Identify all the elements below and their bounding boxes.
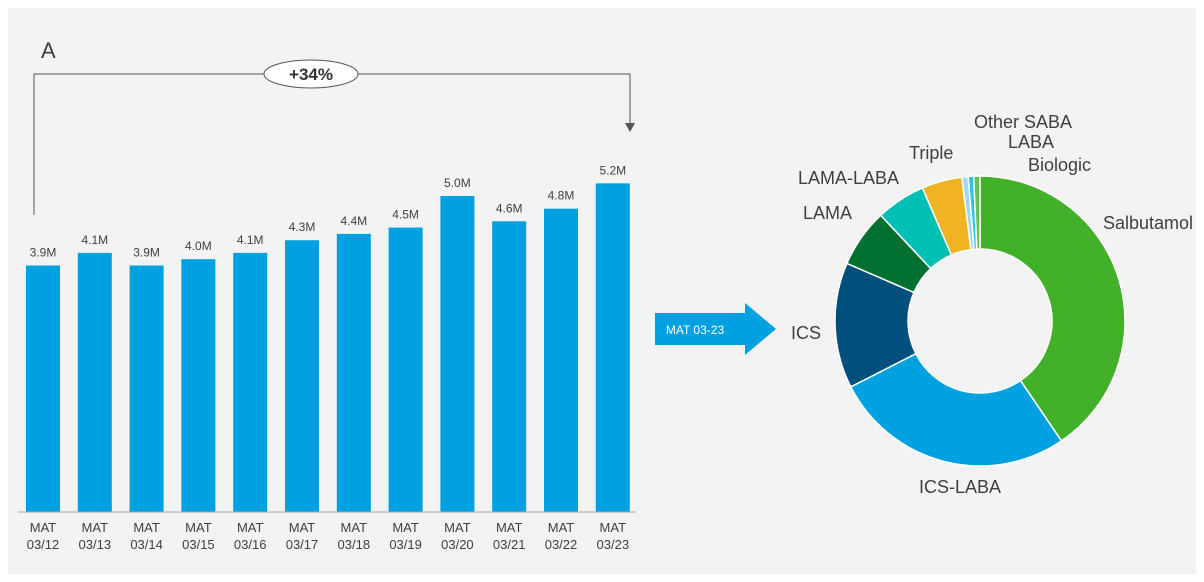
donut-chart: Salbutamol ICS-LABA ICS LAMA LAMA-LABA Triple… [791,112,1193,497]
x-tick-label: MAT [496,520,523,535]
bar-value-label: 4.1M [237,233,264,247]
bar [285,240,319,513]
bar-value-label: 5.2M [599,163,626,177]
slice-label: Biologic [1028,155,1091,175]
bar [492,221,527,512]
arrow-label: MAT 03-23 [666,323,725,337]
bar [77,252,112,512]
donut-slice [972,175,981,250]
x-tick-label: MAT [444,520,471,535]
panel-label: A [41,38,56,63]
growth-bracket-left [33,73,264,215]
bar [336,233,371,513]
bar [544,208,578,512]
bar-value-label: 3.9M [133,246,160,260]
bar-value-label: 4.1M [81,233,108,247]
growth-callout [263,59,359,89]
slice-label: Salbutamol [1103,213,1193,233]
x-tick-label: 03/17 [286,537,319,552]
bar-value-label: 4.8M [548,189,575,203]
bar-value-label: 4.4M [340,214,367,228]
bar-value-label: 4.3M [289,220,316,234]
bar [26,265,60,512]
x-tick-label: MAT [392,520,419,535]
growth-bracket-right [358,73,631,126]
x-tick-label: 03/19 [389,537,422,552]
chart-canvas: A +34% 3.9M MAT 03/12 4.1M MAT 03/13 3.9M MAT 03… [8,8,1196,574]
slice-label: Other SABA [974,112,1072,132]
bar-value-label: 4.5M [392,208,419,222]
slice-label: LAMA [803,203,852,223]
x-tick-label: MAT [30,520,57,535]
x-tick-label: 03/22 [545,537,578,552]
slice-label: LABA [1008,132,1054,152]
slice-label: ICS-LABA [919,477,1001,497]
bar [595,183,630,513]
slice-label: LAMA-LABA [798,168,899,188]
x-tick-label: MAT [548,520,575,535]
arrow-shape [655,303,776,355]
growth-label: +34% [289,65,333,84]
growth-arrowhead-icon [625,123,635,132]
bar [129,265,164,512]
x-tick-label: 03/14 [130,537,163,552]
bar [440,196,475,512]
x-tick-label: 03/13 [79,537,112,552]
donut-slice [849,352,1063,467]
slice-label: Triple [909,143,953,163]
bar-value-label: 3.9M [30,246,57,260]
bar [388,227,423,512]
chart-svg: A +34% 3.9M MAT 03/12 4.1M MAT 03/13 3.9M MAT 03… [18,38,1193,552]
x-tick-label: 03/16 [234,537,267,552]
bar [233,252,268,512]
x-tick-label: MAT [341,520,368,535]
x-tick-label: MAT [289,520,316,535]
x-tick-label: 03/21 [493,537,526,552]
x-tick-label: 03/12 [27,537,60,552]
x-tick-label: MAT [133,520,160,535]
bar [181,259,216,512]
bar-series: 3.9M MAT 03/12 4.1M MAT 03/13 3.9M MAT 03/14 4.0M… [26,163,630,552]
x-tick-label: MAT [185,520,212,535]
donut-slice [979,175,1126,442]
bar-value-label: 4.0M [185,239,212,253]
x-tick-label: 03/15 [182,537,215,552]
x-tick-label: MAT [237,520,264,535]
bar-value-label: 5.0M [444,176,471,190]
bar-value-label: 4.6M [496,201,523,215]
slice-label: ICS [791,323,821,343]
x-tick-label: 03/18 [338,537,371,552]
x-tick-label: MAT [82,520,109,535]
x-tick-label: 03/20 [441,537,474,552]
x-tick-label: MAT [600,520,627,535]
x-tick-label: 03/23 [597,537,630,552]
